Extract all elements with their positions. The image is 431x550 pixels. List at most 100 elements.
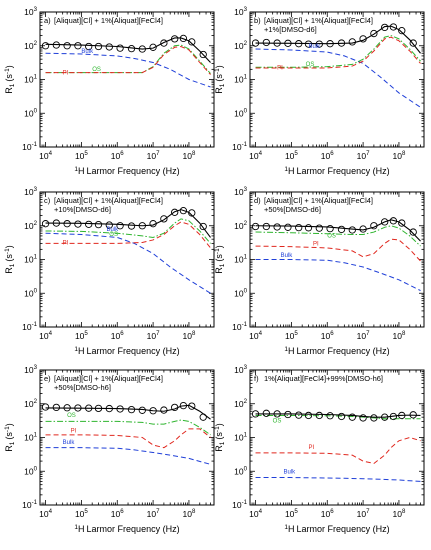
data-point-marker: [138, 222, 146, 230]
data-point-marker: [251, 222, 260, 231]
y-axis-label: R1(s-1): [214, 245, 226, 273]
data-point-marker: [188, 209, 196, 217]
data-point-marker: [171, 403, 179, 412]
panel-title-line: 1%[Aliquat][FeCl4]+99%[DMSO-h6]: [264, 374, 383, 383]
data-point-marker: [315, 224, 323, 232]
data-point-marker: [326, 225, 334, 233]
data-point-marker: [116, 222, 124, 230]
plot-area: [41, 34, 211, 88]
y-tick-label: 100: [234, 465, 247, 476]
panel-title-line: +50%[DMSO-d6]: [264, 205, 321, 214]
x-tick-label-base: 10: [75, 509, 85, 519]
x-tick-label: 105: [75, 508, 88, 519]
x-axis-label: 1H Larmor Frequency (Hz): [74, 166, 179, 176]
data-point-marker: [381, 413, 389, 421]
y-axis-label-sub: 1: [9, 441, 16, 445]
series-line-pi: [255, 36, 421, 69]
y-tick-label-exp: 3: [34, 6, 38, 13]
data-point-marker: [41, 403, 50, 411]
x-tick-label-exp: 5: [84, 150, 88, 157]
x-tick-label-exp: 5: [294, 330, 298, 337]
plot-frame: [249, 369, 425, 506]
data-point-marker: [149, 220, 157, 228]
x-tick-label: 104: [39, 150, 52, 161]
y-tick-label: 10-1: [232, 499, 248, 510]
y-tick-label-exp: 0: [34, 287, 38, 294]
series-line-bulk: [45, 232, 211, 294]
y-tick-label-base: 10: [234, 365, 244, 375]
x-tick-label: 106: [321, 150, 334, 161]
x-tick-label-exp: 4: [49, 330, 53, 337]
chart-panel-f: 104 105 106 107 10810-1100101102103BulkOSPIf…: [214, 364, 425, 534]
plot-area: [251, 23, 421, 108]
y-tick-label-base: 10: [24, 75, 34, 85]
y-tick-label: 102: [24, 398, 37, 409]
panel-label: b): [254, 16, 261, 25]
data-point-marker: [284, 39, 292, 47]
plot-area: [41, 401, 211, 465]
y-tick-label-base: 10: [24, 288, 34, 298]
x-tick-label: 108: [393, 330, 406, 341]
y-axis-label-unit-exp: -1: [4, 426, 11, 432]
y-tick-label-base: 10: [24, 41, 34, 51]
data-point-marker: [52, 219, 60, 227]
y-tick-label: 103: [24, 186, 37, 197]
series-line-bulk: [45, 447, 211, 465]
series-line-bulk: [45, 52, 211, 88]
y-tick-label-base: 10: [24, 7, 34, 17]
y-tick-label: 102: [24, 40, 37, 51]
annotation-pi: PI: [309, 445, 315, 451]
panel-label: f): [254, 374, 259, 383]
y-tick-label: 100: [24, 107, 37, 118]
data-point-marker: [179, 34, 188, 43]
data-point-marker: [409, 39, 417, 47]
data-point-marker: [326, 40, 334, 48]
data-point-marker: [409, 228, 417, 236]
y-tick-label-exp: 0: [244, 465, 248, 472]
y-tick-label-base: 10: [24, 466, 34, 476]
series-line-os: [255, 225, 421, 247]
data-point-marker: [315, 40, 323, 48]
annotation-os: OS: [327, 233, 336, 239]
x-axis-label-text: Larmor Frequency (Hz): [297, 346, 390, 356]
data-point-marker: [105, 221, 113, 229]
x-tick-label-exp: 4: [259, 150, 263, 157]
x-tick-label: 105: [75, 150, 88, 161]
panel-label: c): [44, 196, 51, 205]
data-point-marker: [63, 42, 71, 50]
x-axis-label-text: Larmor Frequency (Hz): [297, 524, 390, 534]
annotation-os: OS: [306, 62, 315, 68]
y-tick-label-exp: 1: [34, 432, 38, 439]
x-tick-label-exp: 6: [330, 150, 334, 157]
y-axis-label-unit-close: ): [214, 245, 224, 248]
x-tick-label-base: 10: [393, 151, 403, 161]
y-axis-label: R1(s-1): [4, 423, 16, 451]
data-point-marker: [85, 404, 93, 412]
data-point-marker: [370, 414, 378, 422]
x-tick-label: 104: [249, 150, 262, 161]
x-tick-label: 106: [111, 508, 124, 519]
x-tick-label-base: 10: [321, 331, 331, 341]
data-point-marker: [389, 23, 398, 31]
x-tick-label-exp: 7: [366, 330, 370, 337]
y-tick-label-exp: -1: [32, 321, 38, 328]
y-tick-label-base: 10: [234, 41, 244, 51]
x-tick-label-exp: 5: [294, 150, 298, 157]
data-point-marker: [315, 411, 323, 420]
x-tick-label-base: 10: [357, 509, 367, 519]
x-tick-label-exp: 5: [294, 508, 298, 515]
y-tick-label-exp: 1: [244, 74, 248, 81]
data-point-marker: [171, 35, 179, 43]
data-point-marker: [326, 412, 334, 420]
data-point-marker: [41, 42, 50, 50]
data-point-marker: [262, 409, 270, 417]
series-line-bulk: [255, 477, 421, 482]
y-tick-label-exp: 1: [34, 254, 38, 261]
series-line-total: [255, 25, 421, 54]
y-tick-label: 10-1: [232, 141, 248, 152]
y-axis-label-unit: (s: [4, 432, 14, 440]
y-tick-label-exp: 0: [244, 287, 248, 294]
y-tick-label: 102: [24, 220, 37, 231]
data-point-marker: [105, 43, 113, 51]
data-point-marker: [188, 402, 196, 410]
